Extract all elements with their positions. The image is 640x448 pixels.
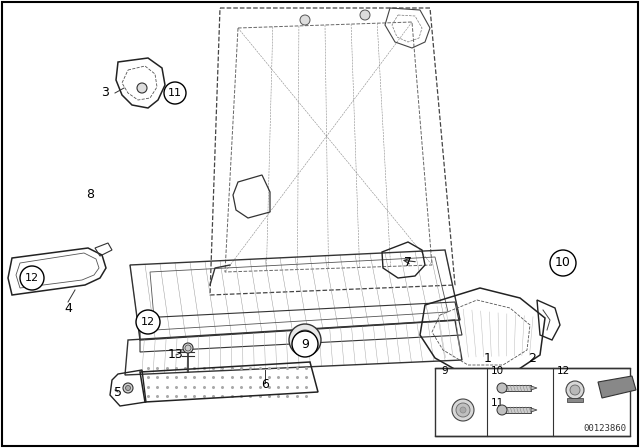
Text: 12: 12 [141,317,155,327]
Text: 9: 9 [441,366,447,376]
Bar [567,398,583,402]
Text: 11: 11 [491,398,504,408]
Bar [435,368,630,436]
Polygon shape [598,376,636,398]
Polygon shape [531,386,537,390]
Text: 12: 12 [557,366,570,376]
Text: 4: 4 [64,302,72,314]
Text: 2: 2 [528,352,536,365]
Circle shape [20,266,44,290]
Text: 13: 13 [168,349,184,362]
Circle shape [125,385,131,391]
Circle shape [123,383,133,393]
Circle shape [497,405,507,415]
Circle shape [456,403,470,417]
Text: 5: 5 [114,385,122,399]
Text: 8: 8 [86,189,94,202]
Text: 1: 1 [484,352,492,365]
Circle shape [295,330,315,350]
Polygon shape [505,407,531,413]
Text: 10: 10 [555,257,571,270]
Circle shape [183,343,193,353]
Circle shape [292,331,318,357]
Circle shape [566,381,584,399]
Text: 12: 12 [25,273,39,283]
Circle shape [136,310,160,334]
Text: 9: 9 [301,337,309,350]
Text: 10: 10 [491,366,504,376]
Text: 7: 7 [404,257,412,270]
Circle shape [360,10,370,20]
Circle shape [164,82,186,104]
Polygon shape [531,408,537,412]
Circle shape [300,335,310,345]
Circle shape [452,399,474,421]
Circle shape [550,250,576,276]
Circle shape [497,383,507,393]
Circle shape [137,83,147,93]
Circle shape [570,385,580,395]
Circle shape [300,15,310,25]
Circle shape [185,345,191,351]
Circle shape [289,324,321,356]
Text: 11: 11 [168,88,182,98]
Circle shape [460,407,466,413]
Polygon shape [505,385,531,391]
Text: 3: 3 [101,86,109,99]
Text: 6: 6 [261,379,269,392]
Text: 00123860: 00123860 [583,424,626,433]
